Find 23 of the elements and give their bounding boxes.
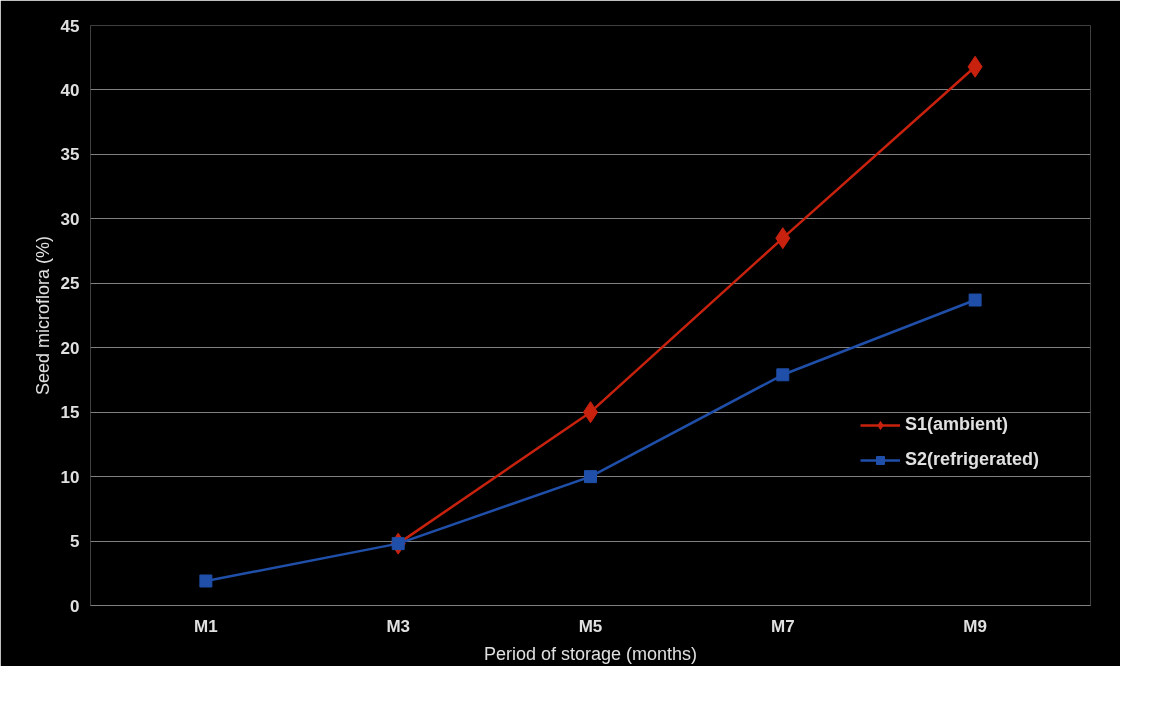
x-tick-label: M1	[194, 616, 218, 636]
point	[584, 470, 597, 484]
y-tick-label: 20	[60, 338, 80, 358]
x-tick-label: M7	[771, 616, 795, 636]
y-axis-title: Seed microflora (%)	[32, 235, 53, 396]
legend-label: S1(ambient)	[905, 414, 1009, 435]
y-tick-label: 30	[60, 209, 80, 229]
x-tick-label: M9	[963, 616, 987, 636]
point	[776, 368, 790, 382]
y-tick-label: 40	[60, 80, 80, 100]
point	[968, 293, 982, 307]
point	[199, 574, 213, 588]
y-tick-label: 25	[60, 274, 80, 294]
x-axis-title: Period of storage (months)	[483, 643, 698, 664]
x-tick-label: M5	[578, 616, 603, 636]
y-tick-label: 5	[70, 532, 80, 552]
y-tick-label: 45	[60, 16, 80, 36]
y-tick-label: 0	[70, 596, 80, 616]
y-tick-label: 10	[60, 467, 80, 487]
y-tick-label: 35	[60, 145, 80, 165]
y-tick-label: 15	[60, 403, 80, 423]
legend-label: S2(refrigerated)	[905, 449, 1040, 470]
x-tick-label: M3	[386, 616, 411, 636]
